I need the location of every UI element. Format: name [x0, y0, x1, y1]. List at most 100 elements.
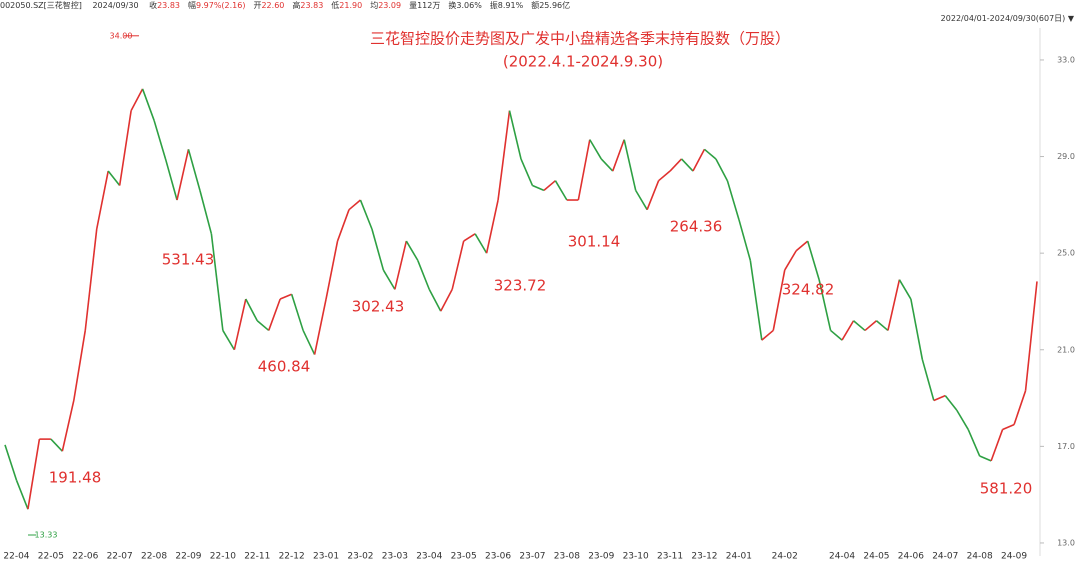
price-segment: [921, 359, 935, 401]
price-segment: [543, 180, 556, 191]
y-tick-label: 29.0: [1057, 152, 1075, 161]
y-tick-label: 21.0: [1057, 345, 1075, 354]
header-bar: 002050.SZ[三花智控] 2024/09/30 收23.83 幅9.97%(…: [0, 0, 1080, 14]
price-segment: [749, 260, 763, 341]
item-label: 高: [292, 1, 301, 10]
x-tick-label: 22-09: [175, 552, 201, 562]
price-segment: [944, 395, 958, 411]
price-segment: [875, 320, 889, 332]
price-segment: [451, 240, 465, 290]
price-segment: [222, 330, 236, 351]
price-segment: [141, 88, 155, 121]
holding-label: 531.43: [162, 251, 215, 269]
price-segment: [463, 233, 476, 242]
price-segment: [15, 479, 29, 510]
price-segment: [611, 139, 625, 172]
price-segment: [256, 320, 270, 332]
x-tick-label: 24-02: [772, 552, 798, 562]
price-segment: [118, 110, 132, 186]
price-segment: [933, 394, 946, 402]
price-segment: [554, 180, 568, 201]
item-label: 额: [531, 1, 540, 10]
price-segment: [485, 199, 499, 254]
header-item: 振8.91%: [490, 1, 523, 10]
header-item: 开22.60: [253, 1, 284, 10]
price-segment: [210, 233, 224, 331]
price-segment: [428, 289, 442, 312]
price-segment: [164, 158, 178, 201]
holding-label: 264.36: [670, 218, 723, 236]
y-tick-label: 33.0: [1057, 55, 1075, 64]
item-label: 振: [489, 1, 498, 10]
price-segment: [336, 209, 350, 242]
item-value: 23.83: [157, 1, 180, 10]
price-segment: [73, 330, 87, 401]
price-segment: [715, 158, 729, 182]
price-segment: [577, 139, 591, 201]
price-segment: [784, 250, 797, 271]
price-segment: [761, 329, 774, 341]
price-segment: [405, 240, 419, 261]
x-tick-label: 22-10: [210, 552, 236, 562]
high-label: 34.00: [110, 31, 133, 40]
price-segment: [371, 228, 385, 271]
price-segment: [703, 148, 717, 160]
item-label: 低: [331, 1, 340, 10]
price-segment: [1013, 390, 1027, 425]
price-segment: [153, 120, 167, 160]
price-segment: [245, 298, 258, 322]
price-segment: [382, 269, 396, 290]
price-segment: [267, 298, 281, 331]
x-tick-label: 23-07: [519, 552, 545, 562]
price-segment: [692, 148, 706, 172]
price-segment: [658, 170, 671, 182]
price-segment: [887, 279, 901, 331]
holding-label: 302.43: [352, 298, 405, 316]
header-item: 均23.09: [370, 1, 401, 10]
holding-label: 301.14: [568, 233, 621, 251]
stock-code: 002050.SZ[三花智控]: [0, 1, 82, 10]
item-label: 量: [409, 1, 418, 10]
holding-label: 191.48: [49, 469, 102, 487]
header-item: 换3.06%: [448, 1, 481, 10]
price-segment: [325, 240, 339, 300]
price-segment: [1024, 281, 1038, 391]
x-tick-label: 23-03: [382, 552, 408, 562]
range-text: 2022/04/01-2024/09/30(607日): [940, 14, 1066, 23]
header-item: 量112万: [409, 1, 440, 10]
x-tick-label: 22-06: [72, 552, 98, 562]
x-tick-label: 22-04: [3, 552, 29, 562]
price-segment: [474, 233, 488, 254]
x-tick-label: 24-06: [898, 552, 924, 562]
holding-label: 323.72: [494, 277, 547, 295]
item-label: 均: [370, 1, 379, 10]
price-segment: [967, 429, 981, 457]
chart-title: 三花智控股价走势图及广发中小盘精选各季末持有股数（万股）: [370, 30, 790, 48]
x-tick-label: 22-08: [141, 552, 167, 562]
header-item: 高23.83: [292, 1, 323, 10]
item-value: 9.97%(2.16): [196, 1, 246, 10]
price-segment: [990, 429, 1004, 462]
price-segment: [27, 438, 41, 510]
x-tick-label: 23-06: [485, 552, 511, 562]
item-value: 112万: [417, 1, 441, 10]
x-tick-label: 24-08: [967, 552, 993, 562]
price-segment: [898, 279, 912, 300]
price-segment: [107, 170, 121, 187]
y-tick-label: 13.0: [1057, 538, 1075, 547]
price-segment: [830, 329, 843, 341]
price-segment: [313, 298, 327, 355]
y-tick-label: 17.0: [1057, 442, 1075, 451]
item-value: 8.91%: [497, 1, 524, 10]
x-tick-label: 23-05: [451, 552, 477, 562]
x-tick-label: 24-07: [932, 552, 958, 562]
price-segment: [795, 240, 809, 252]
price-segment: [669, 158, 683, 172]
price-segment: [84, 228, 98, 331]
price-segment: [532, 184, 545, 192]
price-segment: [841, 320, 855, 341]
price-segment: [864, 320, 877, 332]
price-segment: [417, 260, 431, 290]
holding-label: 581.20: [980, 480, 1033, 498]
